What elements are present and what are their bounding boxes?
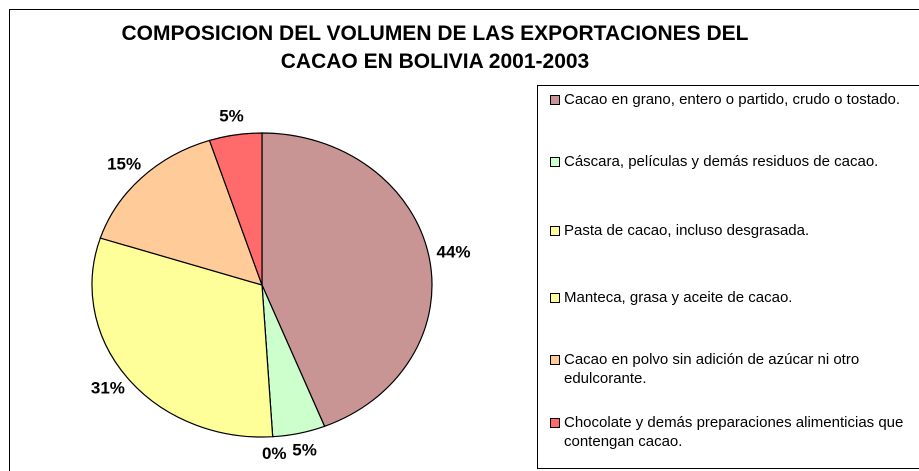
slice-label: 31% [91,379,125,398]
pie-slice [261,132,433,428]
legend-label: Manteca, grasa y aceite de cacao. [564,289,793,306]
legend-swatch [550,293,560,303]
legend-swatch [550,226,560,236]
slice-label: 0% [262,444,287,463]
legend: Cacao en grano, entero o partido, crudo … [537,85,919,469]
legend-entry: Chocolate y demás preparaciones alimenti… [550,413,919,451]
legend-entry: Pasta de cacao, incluso desgrasada. [550,221,919,240]
slice-label: 44% [437,243,471,262]
legend-entry: Cacao en grano, entero o partido, crudo … [550,90,919,109]
slice-label: 15% [107,154,141,173]
legend-swatch [550,95,560,105]
chart-frame [9,9,919,471]
legend-label: Pasta de cacao, incluso desgrasada. [564,222,810,239]
legend-swatch [550,157,560,167]
legend-entry: Manteca, grasa y aceite de cacao. [550,288,919,307]
pie-slice [99,139,263,286]
legend-entry: Cacao en polvo sin adición de azúcar ni … [550,350,919,388]
legend-label: Cacao en grano, entero o partido, crudo … [564,91,901,108]
legend-label: Cáscara, películas y demás residuos de c… [564,153,879,170]
legend-entry: Cáscara, películas y demás residuos de c… [550,152,919,171]
chart-title-text: COMPOSICION DEL VOLUMEN DE LAS EXPORTACI… [121,22,749,73]
legend-label: Cacao en polvo sin adición de azúcar ni … [564,351,860,387]
legend-swatch [550,418,560,428]
legend-label: Chocolate y demás preparaciones alimenti… [564,414,904,450]
pie-slice [208,132,263,286]
slice-label: 5% [292,440,317,459]
slice-label: 5% [219,107,244,126]
pie-slice [91,237,274,438]
chart-title: COMPOSICION DEL VOLUMEN DE LAS EXPORTACI… [60,20,810,76]
legend-swatch [550,355,560,365]
